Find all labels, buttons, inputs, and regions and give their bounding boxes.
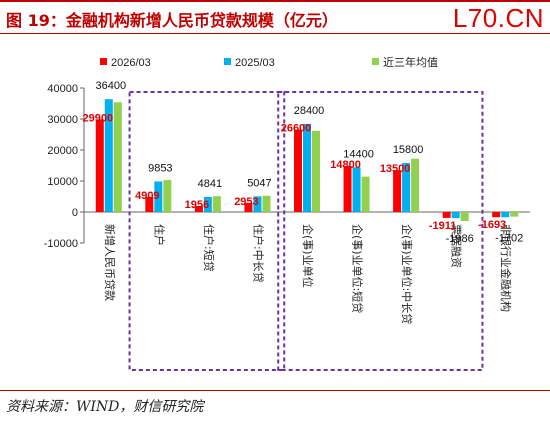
- source-note: 资料来源：WIND，财信研究院: [6, 399, 204, 415]
- category-label: 企(事)业单位:中长贷: [400, 224, 414, 324]
- data-label: 29900: [82, 112, 113, 124]
- category-label: 企(事)业单位:短贷: [351, 224, 365, 313]
- watermark-logo: L70.CN: [452, 3, 544, 33]
- bar-1-6: [393, 170, 402, 212]
- category-label: 住户:短贷: [202, 224, 216, 272]
- page-title: 图 19：金融机构新增人民币贷款规模（亿元）: [6, 11, 338, 30]
- bar-3-5: [361, 176, 370, 212]
- bar-3-4: [312, 130, 320, 212]
- legend-swatch-3: [372, 58, 379, 65]
- bar-1-5: [343, 166, 352, 212]
- y-tick-label: 30000: [47, 114, 78, 126]
- bar-3-3: [262, 195, 271, 212]
- bottom-divider: [0, 390, 550, 391]
- category-label: 住户: [152, 224, 166, 246]
- bar-2-1: [154, 181, 163, 212]
- category-label: 住户:中长贷: [251, 224, 265, 283]
- legend-swatch-1: [100, 58, 107, 65]
- category-label: 企(事)业单位: [301, 224, 315, 288]
- data-label: 4909: [135, 190, 159, 202]
- bar-2-2: [203, 196, 212, 212]
- bar-1-0: [95, 119, 104, 212]
- bar-3-7: [460, 212, 469, 221]
- bar-2-6: [402, 163, 411, 212]
- data-label: 14800: [330, 159, 361, 171]
- bar-1-1: [145, 196, 154, 212]
- y-tick-label: 40000: [47, 83, 78, 95]
- bar-3-0: [113, 102, 122, 212]
- data-label: 14400: [343, 148, 374, 160]
- y-tick-label: 20000: [47, 145, 78, 157]
- y-tick-label: 0: [72, 207, 78, 219]
- bar-3-2: [212, 196, 221, 212]
- group-frame-2: [277, 91, 484, 371]
- bar-1-2: [194, 205, 203, 212]
- bar-2-5: [352, 167, 361, 212]
- data-label: 4841: [198, 178, 222, 190]
- data-label: 13500: [380, 163, 411, 175]
- bar-2-0: [104, 99, 113, 212]
- data-label: 26600: [281, 123, 312, 135]
- data-label: -1986: [446, 233, 474, 245]
- category-label: 票据融资: [450, 224, 464, 268]
- bar-3-8: [510, 212, 519, 217]
- data-label: -1702: [495, 232, 523, 244]
- loan-bar-chart: 2026/03 2025/03 近三年均值 -10000 0 10000 20000 3000…: [44, 55, 530, 371]
- legend-label-3: 近三年均值: [383, 55, 438, 69]
- bar-1-7: [442, 212, 451, 218]
- y-tick-label: 10000: [47, 176, 78, 188]
- bar-3-1: [163, 180, 172, 212]
- data-label: 9853: [148, 162, 172, 174]
- category-label: 新增人民币贷款: [103, 224, 117, 301]
- title-bar: 图 19：金融机构新增人民币贷款规模（亿元） L70.CN: [0, 0, 550, 34]
- category-label: 非银行业金融机构: [499, 224, 513, 312]
- y-tick-label: -10000: [44, 238, 78, 250]
- data-label: 5047: [247, 177, 271, 189]
- bar-2-4: [303, 123, 311, 212]
- data-label: -1693: [478, 219, 506, 231]
- data-label: 1956: [185, 199, 209, 211]
- legend-label-1: 2026/03: [111, 57, 151, 69]
- data-label: -1911: [429, 220, 457, 232]
- data-label: 2953: [234, 196, 258, 208]
- group-frame-1: [128, 91, 286, 371]
- bar-2-3: [253, 196, 262, 212]
- legend-swatch-2: [224, 58, 231, 65]
- legend-label-2: 2025/03: [235, 57, 275, 69]
- bar-1-8: [492, 212, 501, 218]
- bar-3-6: [411, 158, 420, 212]
- data-label: 15800: [393, 144, 424, 156]
- bar-2-7: [451, 212, 460, 219]
- bar-1-3: [244, 202, 253, 212]
- data-label: 36400: [95, 80, 126, 92]
- data-label: 28400: [294, 105, 325, 117]
- bar-2-8: [501, 212, 510, 218]
- bar-1-4: [294, 129, 302, 212]
